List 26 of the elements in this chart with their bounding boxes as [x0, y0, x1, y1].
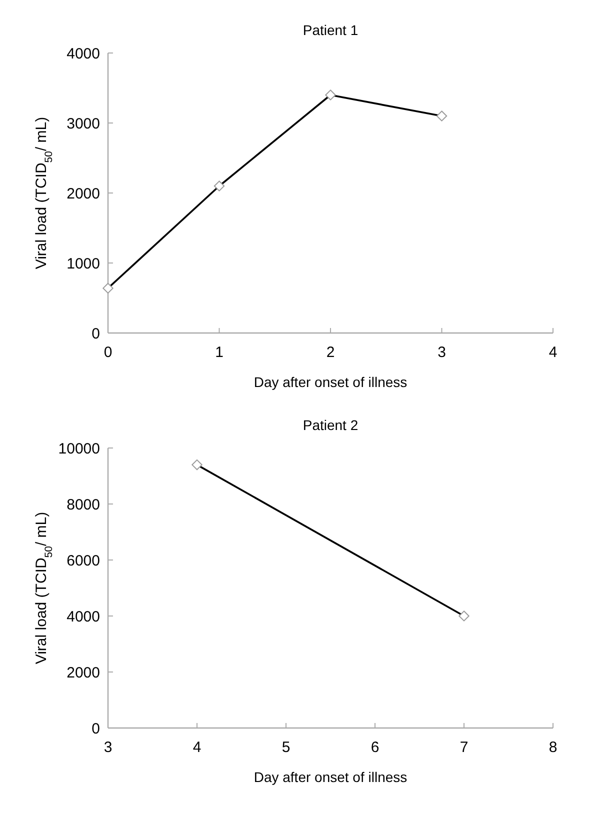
x-tick-label: 4	[548, 344, 558, 361]
x-tick-label: 6	[370, 739, 380, 756]
x-axis-title: Day after onset of illness	[254, 374, 408, 390]
y-tick-label: 0	[92, 720, 100, 738]
x-tick-label: 4	[192, 739, 202, 756]
chart-title: Patient 1	[302, 22, 358, 38]
y-tick-label: 0	[92, 325, 100, 342]
x-tick-label: 5	[282, 739, 290, 756]
x-tick-label: 1	[215, 344, 224, 361]
x-axis-title: Day after onset of illness	[254, 769, 408, 785]
y-tick-label: 8000	[66, 496, 100, 514]
y-tick-label: 3000	[66, 115, 100, 132]
y-tick-label: 1000	[66, 255, 100, 272]
y-tick-label: 6000	[66, 552, 100, 570]
x-tick-label: 8	[548, 739, 558, 756]
x-tick-label: 3	[104, 739, 112, 756]
x-tick-label: 2	[326, 344, 335, 361]
x-tick-label: 0	[104, 344, 112, 361]
y-tick-label: 10000	[58, 440, 100, 458]
x-tick-label: 3	[438, 344, 446, 361]
y-tick-label: 4000	[66, 45, 100, 62]
y-tick-label: 2000	[66, 185, 100, 202]
x-tick-label: 7	[460, 739, 468, 756]
y-tick-label: 2000	[66, 664, 100, 682]
y-tick-label: 4000	[66, 608, 100, 626]
chart-title: Patient 2	[302, 417, 358, 433]
